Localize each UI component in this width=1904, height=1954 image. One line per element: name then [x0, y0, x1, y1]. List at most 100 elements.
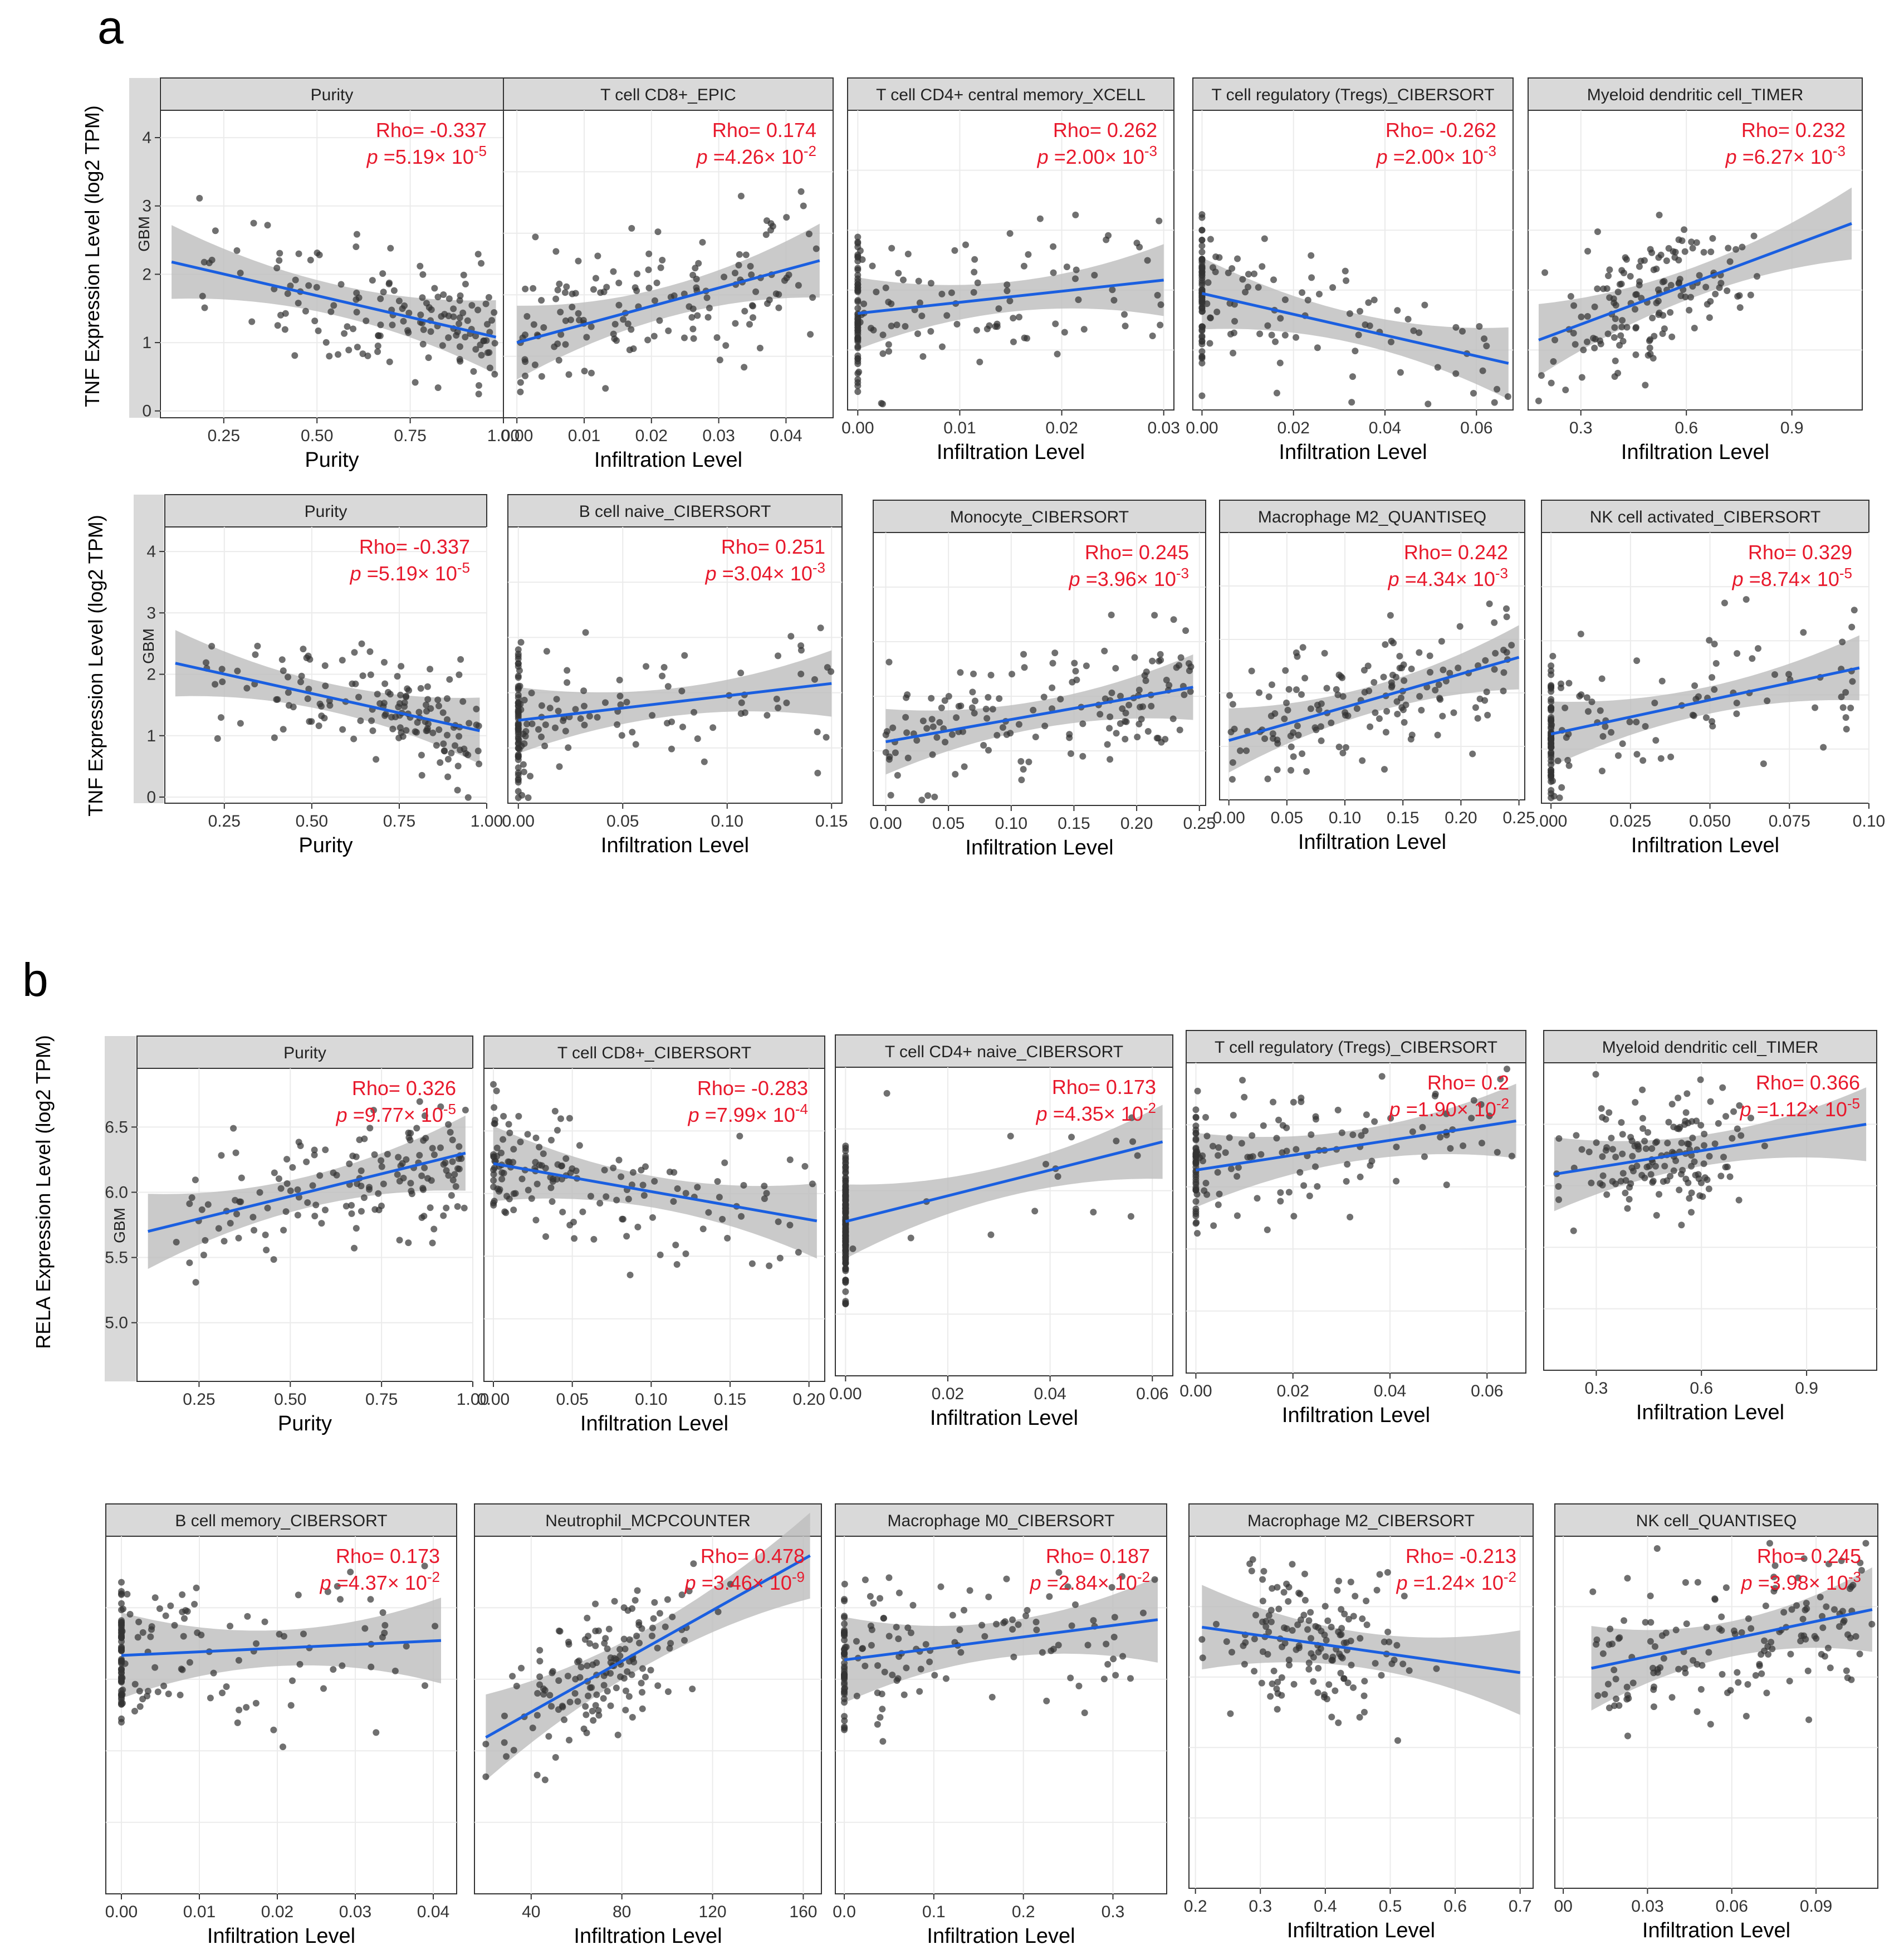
data-point-a2-13 [795, 282, 802, 289]
data-point-b5-87 [1578, 1146, 1585, 1153]
data-point-b6-103 [144, 1688, 151, 1695]
data-point-b9-123 [1212, 1620, 1220, 1628]
data-point-a4-6 [1452, 324, 1460, 331]
xtick-label-b8-1: 0.1 [922, 1903, 946, 1921]
data-point-a7-85 [679, 724, 686, 731]
p-symbol-a5: p [1725, 145, 1737, 168]
data-point-a5-25 [1691, 324, 1698, 331]
data-point-b1-101 [318, 1220, 325, 1227]
data-point-b5-128 [1555, 1196, 1563, 1203]
data-point-b4-90 [1192, 1205, 1200, 1213]
data-point-a3-95 [1091, 272, 1098, 279]
data-point-b7-63 [635, 1619, 643, 1626]
data-point-b1-79 [283, 1180, 291, 1187]
data-point-b3-110 [842, 1266, 849, 1273]
data-point-a9-110 [1387, 612, 1394, 619]
data-point-b9-78 [1334, 1587, 1341, 1594]
data-point-a8-55 [1117, 720, 1124, 727]
data-point-a8-89 [1102, 695, 1109, 702]
data-point-a1-96 [326, 353, 333, 360]
data-point-b6-59 [253, 1640, 260, 1647]
data-point-b3-126 [842, 1298, 849, 1305]
data-point-b9-140 [1300, 1611, 1308, 1619]
data-point-a7-36 [541, 742, 549, 750]
p-value-a7: =3.04× 10 [717, 562, 812, 585]
data-point-b9-35 [1328, 1624, 1335, 1631]
data-point-a1-143 [313, 284, 320, 291]
strip-b7 [474, 1503, 822, 1537]
data-point-b10-147 [1615, 1635, 1622, 1642]
data-point-a1-144 [400, 317, 407, 325]
data-point-a6-17 [298, 672, 305, 680]
xtick-label-b3-0: 0.00 [829, 1385, 862, 1403]
data-point-b9-109 [1274, 1678, 1281, 1686]
p-label-b7: p =3.46× 10-9 [684, 1569, 805, 1594]
data-point-b9-133 [1258, 1679, 1265, 1687]
data-point-b10-136 [1771, 1585, 1779, 1592]
data-point-a9-77 [1285, 686, 1293, 693]
p-value-b7: =3.46× 10 [696, 1571, 792, 1594]
data-point-b4-4 [1460, 1142, 1467, 1150]
data-point-a10-20 [1733, 700, 1740, 707]
data-point-b4-75 [1227, 1165, 1235, 1173]
data-point-a5-70 [1584, 313, 1591, 320]
data-point-b1-108 [420, 1213, 428, 1220]
data-point-a1-38 [330, 302, 337, 309]
data-point-a7-33 [538, 733, 545, 740]
data-point-a8-132 [1135, 686, 1143, 693]
data-point-b10-21 [1722, 1584, 1730, 1591]
data-point-b9-40 [1269, 1680, 1276, 1687]
xtick-label-a10-1: 0.025 [1609, 812, 1651, 831]
data-point-a4-11 [1268, 331, 1275, 339]
data-point-a1-35 [456, 314, 463, 321]
data-point-b2-57 [501, 1208, 508, 1215]
data-point-a5-89 [1648, 249, 1656, 256]
data-point-a9-66 [1317, 723, 1324, 730]
data-point-b2-17 [566, 1115, 573, 1122]
data-point-b8-49 [1108, 1584, 1115, 1591]
data-point-a1-124 [425, 354, 432, 362]
data-point-b4-145 [1201, 1187, 1208, 1194]
data-point-b6-95 [118, 1638, 125, 1645]
data-point-b9-142 [1240, 1642, 1247, 1649]
xaxis-title-b4: Infiltration Level [1282, 1404, 1430, 1427]
data-point-a9-81 [1333, 686, 1340, 693]
data-point-b8-31 [1075, 1682, 1083, 1689]
data-point-a10-127 [1548, 662, 1555, 670]
p-label-a7: p =3.04× 10-3 [705, 559, 825, 585]
data-point-a10-103 [1633, 751, 1641, 758]
data-point-a7-115 [817, 624, 824, 632]
data-point-b5-16 [1639, 1086, 1646, 1093]
data-point-a6-93 [461, 745, 468, 753]
data-point-a8-40 [1067, 750, 1074, 758]
data-point-b5-85 [1622, 1189, 1629, 1196]
data-point-a7-76 [763, 712, 771, 719]
data-point-b9-114 [1275, 1605, 1283, 1613]
data-point-a5-57 [1709, 235, 1716, 242]
data-point-b8-33 [874, 1721, 881, 1728]
data-point-b4-144 [1192, 1144, 1200, 1151]
data-point-b9-12 [1228, 1649, 1235, 1656]
data-point-b7-95 [541, 1776, 549, 1784]
data-point-b3-137 [842, 1177, 849, 1184]
data-point-b1-133 [454, 1165, 461, 1173]
data-point-b10-118 [1838, 1557, 1845, 1565]
p-symbol-a1: p [366, 145, 378, 168]
data-point-a8-45 [1187, 688, 1194, 695]
ytick-label-a6-0: 0 [146, 788, 156, 807]
data-point-b6-86 [154, 1688, 161, 1696]
data-point-b6-91 [336, 1596, 344, 1603]
data-point-b9-24 [1341, 1610, 1348, 1618]
data-point-a3-60 [854, 233, 862, 241]
p-label-a1: p =5.19× 10-5 [366, 143, 487, 168]
data-point-b4-84 [1334, 1106, 1342, 1113]
data-point-b5-36 [1684, 1140, 1691, 1147]
data-point-a4-117 [1425, 400, 1432, 408]
xtick-label-a4-0: 0.00 [1186, 419, 1218, 437]
data-point-b8-28 [900, 1691, 908, 1698]
data-point-a3-20 [1036, 215, 1044, 222]
data-point-b9-93 [1289, 1626, 1296, 1634]
data-point-b4-92 [1194, 1087, 1201, 1095]
data-point-b8-134 [841, 1713, 848, 1720]
